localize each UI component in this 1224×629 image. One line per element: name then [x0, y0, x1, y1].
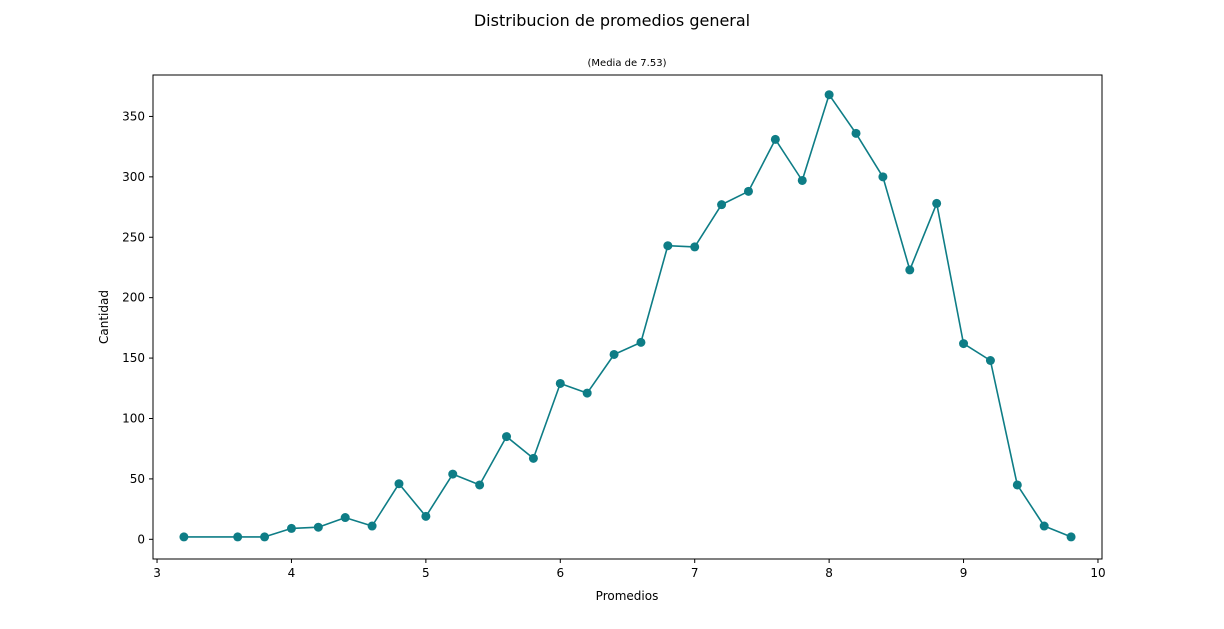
data-point: [286, 523, 296, 533]
data-point: [260, 532, 270, 542]
data-point: [878, 172, 888, 182]
y-tick-label: 250: [122, 230, 145, 244]
y-axis: 0 50 100 150 200 250 300 350: [122, 109, 153, 546]
x-tick-label: 7: [691, 566, 699, 580]
y-tick-label: 300: [122, 170, 145, 184]
data-point: [797, 175, 807, 185]
data-point: [636, 337, 646, 347]
y-tick-label: 100: [122, 411, 145, 425]
y-tick-label: 200: [122, 291, 145, 305]
chart-title: Distribucion de promedios general: [474, 11, 750, 30]
data-point: [367, 521, 377, 531]
series-line: [183, 93, 1072, 538]
data-point: [770, 134, 780, 144]
x-axis-label: Promedios: [596, 589, 659, 603]
data-point: [717, 200, 727, 210]
data-point: [985, 355, 995, 365]
data-point: [609, 349, 619, 359]
data-point: [743, 186, 753, 196]
x-tick-label: 9: [960, 566, 968, 580]
data-point: [905, 265, 915, 275]
y-axis-label: Cantidad: [97, 290, 111, 344]
plot-area: [179, 90, 1076, 542]
data-point: [1066, 532, 1076, 542]
data-point: [394, 479, 404, 489]
data-point: [690, 242, 700, 252]
y-tick-label: 350: [122, 109, 145, 123]
data-point: [528, 453, 538, 463]
data-point: [313, 522, 323, 532]
data-point: [475, 480, 485, 490]
y-tick-label: 50: [130, 472, 145, 486]
plot-frame: [152, 74, 1103, 560]
x-tick-label: 3: [153, 566, 161, 580]
x-tick-label: 4: [288, 566, 296, 580]
x-tick-label: 10: [1090, 566, 1105, 580]
x-tick-label: 8: [825, 566, 833, 580]
data-point: [233, 532, 243, 542]
chart-subtitle: (Media de 7.53): [588, 58, 667, 69]
data-point: [582, 388, 592, 398]
data-point: [448, 469, 458, 479]
data-point: [502, 432, 512, 442]
data-point: [340, 513, 350, 523]
y-tick-label: 150: [122, 351, 145, 365]
data-point: [1039, 521, 1049, 531]
data-point: [1012, 480, 1022, 490]
data-point: [851, 128, 861, 138]
data-point: [959, 339, 969, 349]
x-tick-label: 5: [422, 566, 430, 580]
y-tick-label: 0: [137, 532, 145, 546]
data-point: [932, 198, 942, 208]
x-tick-label: 6: [556, 566, 564, 580]
x-axis: 3 4 5 6 7 8 9 10: [153, 559, 1106, 580]
data-point: [663, 241, 673, 251]
data-point: [179, 532, 189, 542]
data-point: [555, 378, 565, 388]
data-point: [824, 90, 834, 100]
data-point: [421, 511, 431, 521]
